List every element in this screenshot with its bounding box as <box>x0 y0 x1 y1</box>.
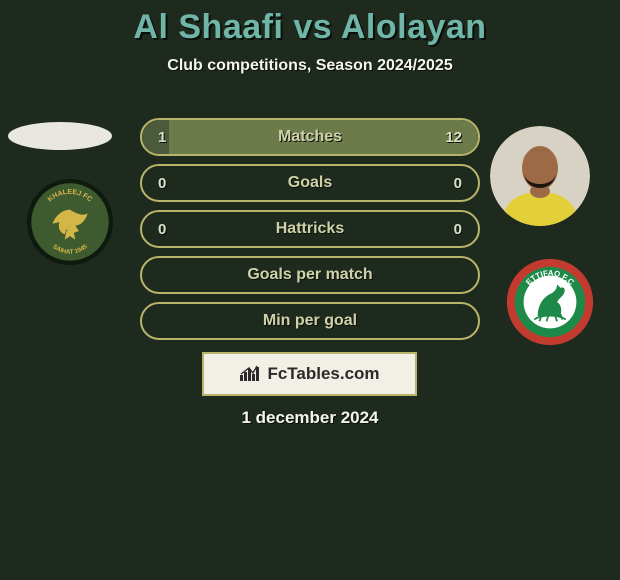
stats-rows: 1Matches120Goals00Hattricks0Goals per ma… <box>140 118 480 348</box>
brand-box: FcTables.com <box>202 352 417 396</box>
stat-label: Goals per match <box>142 266 478 284</box>
player-photo-icon <box>490 126 590 226</box>
stat-value-right: 0 <box>442 221 462 238</box>
player-right-badge: ETTIFAQ F.C <box>506 258 594 346</box>
stat-row: 1Matches12 <box>140 118 480 156</box>
bar-chart-icon <box>239 365 261 383</box>
stat-row: Min per goal <box>140 302 480 340</box>
stat-label: Hattricks <box>142 220 478 238</box>
page-subtitle: Club competitions, Season 2024/2025 <box>0 57 620 75</box>
stat-row: 0Hattricks0 <box>140 210 480 248</box>
stat-value-right: 12 <box>442 129 462 146</box>
horse-icon: ETTIFAQ F.C <box>506 258 594 346</box>
player-right-avatar <box>490 126 590 226</box>
stat-label: Goals <box>142 174 478 192</box>
stat-row: 0Goals0 <box>140 164 480 202</box>
player-left-avatar <box>8 122 112 150</box>
date-text: 1 december 2024 <box>0 408 620 428</box>
stat-row: Goals per match <box>140 256 480 294</box>
player-left-badge: KHALEEJ FC SAIHAT 1945 <box>26 178 114 266</box>
eagle-icon: KHALEEJ FC SAIHAT 1945 <box>26 178 114 266</box>
page-title: Al Shaafi vs Alolayan <box>0 0 620 47</box>
stat-label: Matches <box>142 128 478 146</box>
brand-text: FcTables.com <box>267 364 379 384</box>
comparison-infographic: Al Shaafi vs Alolayan Club competitions,… <box>0 0 620 580</box>
stat-label: Min per goal <box>142 312 478 330</box>
stat-value-right: 0 <box>442 175 462 192</box>
